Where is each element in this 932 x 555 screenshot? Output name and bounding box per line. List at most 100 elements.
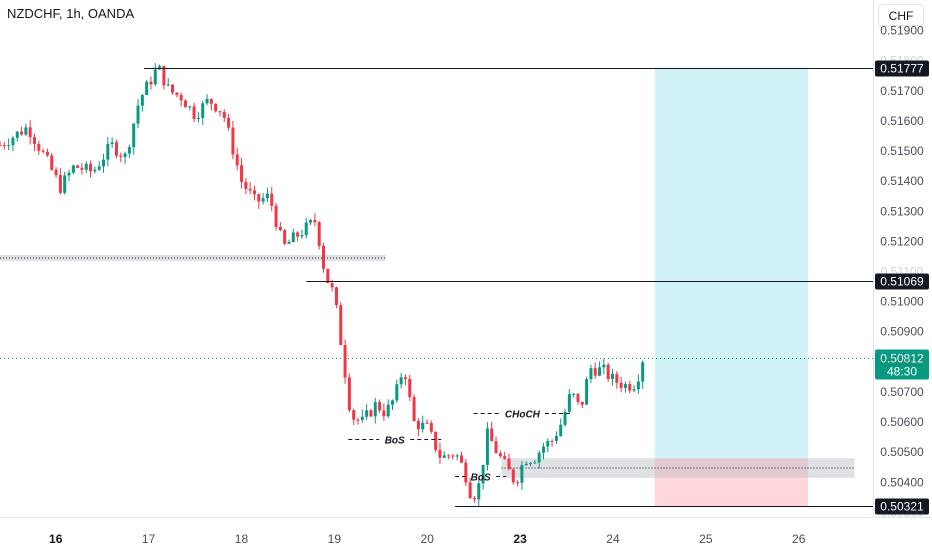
currency-button[interactable]: CHF: [878, 4, 924, 26]
price-tick-label: 0.51400: [880, 174, 924, 188]
candle-body: [110, 142, 114, 144]
candle-body: [641, 362, 645, 382]
demand-zone[interactable]: [501, 458, 855, 478]
candle-body: [572, 393, 576, 395]
candle-body: [399, 377, 403, 385]
current-price-label: 0.50812: [880, 352, 924, 366]
candle-body: [283, 230, 287, 244]
candle-body: [352, 410, 356, 420]
candle-body: [218, 111, 222, 113]
candle-body: [274, 205, 278, 227]
candle-body: [494, 441, 498, 454]
level-label: 0.51777: [880, 62, 924, 76]
candle-body: [0, 144, 2, 146]
candle-body: [356, 419, 360, 421]
candle-body: [541, 446, 545, 453]
level-label-bg: [875, 273, 929, 290]
level-label: 0.51069: [880, 275, 924, 289]
candle-body: [63, 175, 67, 193]
price-tick-label: 0.50700: [880, 385, 924, 399]
candle-body: [464, 462, 468, 483]
candle-body: [451, 455, 455, 457]
candle-body: [24, 127, 28, 135]
candle-body: [58, 175, 62, 193]
candle-body: [408, 378, 412, 398]
price-tick-label: 0.51100: [881, 265, 924, 279]
price-tick-label: 0.50900: [880, 325, 924, 339]
candle-body: [511, 469, 515, 483]
candle-body: [309, 220, 313, 223]
candle-body: [214, 103, 218, 112]
structure-label: BoS: [385, 436, 405, 447]
candle-body: [37, 143, 41, 151]
candle-body: [378, 402, 382, 411]
candle-body: [559, 424, 563, 437]
candle-body: [602, 364, 606, 368]
time-tick-label: 16: [49, 532, 63, 546]
candle-body: [516, 482, 520, 484]
candle-body: [89, 163, 93, 172]
candle-body: [231, 127, 235, 155]
candle-body: [623, 384, 627, 388]
candle-body: [145, 81, 149, 95]
candle-body: [106, 143, 110, 160]
candle-body: [296, 232, 300, 237]
candle-body: [20, 131, 24, 135]
candle-body: [140, 94, 144, 106]
candle-body: [50, 155, 54, 170]
candle-body: [321, 245, 325, 269]
current-price-badge: [875, 349, 929, 380]
candle-body: [460, 455, 464, 463]
candle-body: [610, 373, 614, 379]
candle-body: [261, 198, 265, 202]
candle-body: [503, 456, 507, 459]
candle-body: [313, 220, 317, 223]
candle-body: [619, 382, 623, 388]
candle-body: [244, 181, 248, 189]
candle-body: [278, 226, 282, 231]
candle-body: [563, 411, 567, 425]
price-tick-label: 0.50800: [880, 355, 924, 369]
candle-body: [227, 117, 231, 128]
candle-body: [192, 106, 196, 119]
candle-body: [365, 410, 369, 417]
candle-body: [403, 377, 407, 379]
candle-body: [15, 131, 19, 138]
candle-body: [123, 153, 127, 157]
candle-body: [507, 458, 511, 470]
candle-body: [41, 150, 45, 152]
candle-body: [265, 193, 269, 199]
price-tick-label: 0.51600: [880, 114, 924, 128]
candle-body: [382, 410, 386, 417]
candle-body: [576, 393, 580, 402]
price-tick-label: 0.51200: [880, 234, 924, 248]
candle-body: [291, 232, 295, 243]
candle-body: [395, 384, 399, 401]
price-tick-label: 0.51900: [880, 24, 924, 38]
candle-body: [339, 305, 343, 346]
structure-label: CHoCH: [505, 410, 541, 421]
candle-body: [7, 145, 11, 147]
time-tick-label: 17: [142, 532, 156, 546]
stop-zone[interactable]: [654, 458, 808, 507]
candle-body: [330, 283, 334, 288]
candle-body: [33, 137, 37, 144]
candle-body: [171, 84, 175, 93]
candle-body: [67, 172, 71, 176]
time-tick-label: 23: [513, 532, 527, 546]
candle-body: [550, 440, 554, 442]
candle-body: [201, 103, 205, 118]
candle-body: [485, 428, 489, 465]
candle-body: [11, 137, 15, 146]
candle-body: [386, 404, 390, 417]
candle-body: [84, 163, 88, 170]
candle-body: [127, 147, 131, 154]
candle-body: [636, 381, 640, 390]
candle-body: [304, 222, 308, 236]
target-zone[interactable]: [654, 67, 808, 459]
candle-body: [153, 69, 157, 85]
time-tick-label: 18: [235, 532, 249, 546]
candle-body: [209, 98, 213, 104]
